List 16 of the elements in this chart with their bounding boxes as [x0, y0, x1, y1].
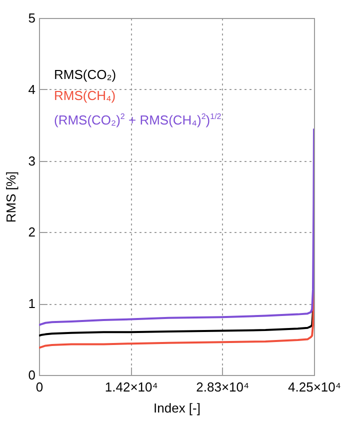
- text: (RMS(CO₂)$^{2}$ + RMS(CH₄)$^{2}$)$^{1/2}$: [54, 111, 222, 130]
- y-tick-label: 4: [28, 82, 36, 97]
- x-tick-label: 4.25×10⁴: [288, 380, 341, 394]
- text: RMS(CO₂): [54, 66, 118, 84]
- x-tick-label: 2.83×10⁴: [196, 380, 250, 394]
- y-tick-label: 0: [28, 368, 36, 382]
- y-tick-label: 2: [28, 224, 36, 240]
- text: RMS(CH₄): [54, 87, 117, 105]
- y-tick-label: 1: [28, 296, 36, 312]
- y-axis-title: RMS [%]: [3, 171, 18, 223]
- y-tick-label: 5: [28, 10, 36, 26]
- line-series: [39, 310, 314, 337]
- line-series: [39, 128, 314, 326]
- x-tick-label: 1.42×10⁴: [104, 380, 158, 394]
- y-tick-label: 3: [28, 153, 36, 168]
- x-axis-title: Index [-]: [154, 400, 200, 416]
